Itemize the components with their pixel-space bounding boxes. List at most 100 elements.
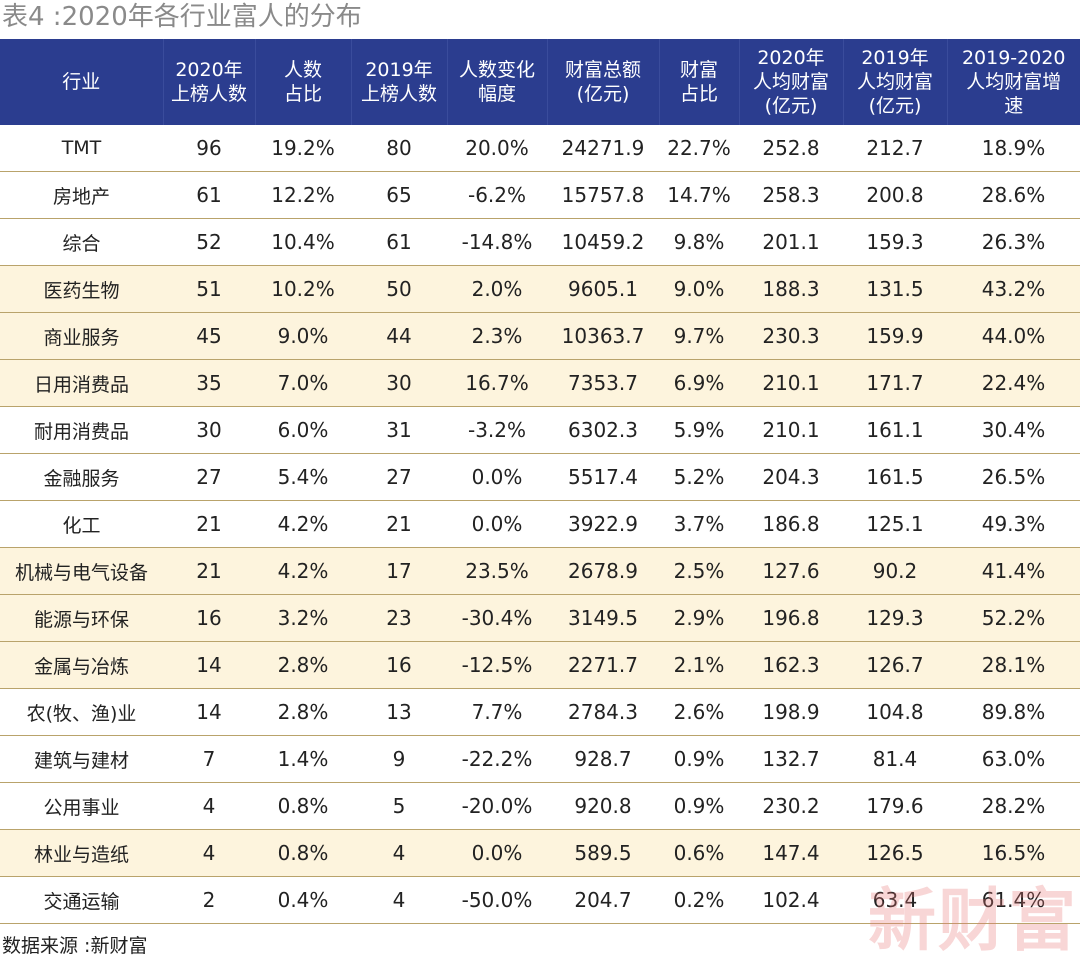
value-cell: 589.5 — [547, 829, 659, 877]
table-row: 房地产 61 12.2% 65 -6.2% 15757.8 14.7% 258.3 200.8 2… — [0, 171, 1080, 219]
table-row: 金属与冶炼 14 2.8% 16 -12.5% 2271.7 2.1% 162.3 126.7 2… — [0, 641, 1080, 689]
table-row: 公用事业 4 0.8% 5 -20.0% 920.8 0.9% 230.2 179.6 28.2% — [0, 782, 1080, 830]
table-row: 金融服务 27 5.4% 27 0.0% 5517.4 5.2% 204.3 161.5 26.5… — [0, 453, 1080, 501]
value-cell: 188.3 — [739, 265, 843, 313]
value-cell: -50.0% — [447, 876, 547, 924]
industry-cell: 农(牧、渔)业 — [0, 688, 163, 736]
value-cell: 22.4% — [947, 359, 1080, 407]
industry-cell: 林业与造纸 — [0, 829, 163, 877]
value-cell: 63.0% — [947, 735, 1080, 783]
value-cell: 61.4% — [947, 876, 1080, 924]
value-cell: 186.8 — [739, 500, 843, 548]
value-cell: 18.9% — [947, 125, 1080, 172]
value-cell: 6.9% — [659, 359, 739, 407]
value-cell: 7.7% — [447, 688, 547, 736]
value-cell: 52 — [163, 218, 255, 266]
value-cell: 44.0% — [947, 312, 1080, 360]
value-cell: 41.4% — [947, 547, 1080, 595]
value-cell: 126.5 — [843, 829, 947, 877]
value-cell: 0.2% — [659, 876, 739, 924]
value-cell: 258.3 — [739, 171, 843, 219]
value-cell: 7 — [163, 735, 255, 783]
value-cell: 81.4 — [843, 735, 947, 783]
table-row: 耐用消费品 30 6.0% 31 -3.2% 6302.3 5.9% 210.1 161.1 30… — [0, 406, 1080, 454]
value-cell: 928.7 — [547, 735, 659, 783]
value-cell: 2.6% — [659, 688, 739, 736]
value-cell: 6.0% — [255, 406, 351, 454]
value-cell: 65 — [351, 171, 447, 219]
value-cell: 0.0% — [447, 829, 547, 877]
value-cell: 13 — [351, 688, 447, 736]
value-cell: -6.2% — [447, 171, 547, 219]
value-cell: 132.7 — [739, 735, 843, 783]
table-row: 交通运输 2 0.4% 4 -50.0% 204.7 0.2% 102.4 63.4 61.4% — [0, 876, 1080, 924]
value-cell: 159.3 — [843, 218, 947, 266]
value-cell: 131.5 — [843, 265, 947, 313]
column-header: 2020年 人均财富 (亿元) — [739, 39, 844, 125]
data-source-note: 数据来源 :新财富 — [2, 935, 148, 957]
value-cell: 5517.4 — [547, 453, 659, 501]
industry-cell: 化工 — [0, 500, 163, 548]
value-cell: 23.5% — [447, 547, 547, 595]
value-cell: 104.8 — [843, 688, 947, 736]
value-cell: 127.6 — [739, 547, 843, 595]
value-cell: 204.3 — [739, 453, 843, 501]
value-cell: 35 — [163, 359, 255, 407]
value-cell: 2.3% — [447, 312, 547, 360]
value-cell: 7.0% — [255, 359, 351, 407]
value-cell: 4 — [351, 876, 447, 924]
value-cell: 2.8% — [255, 641, 351, 689]
value-cell: 52.2% — [947, 594, 1080, 642]
industry-cell: 商业服务 — [0, 312, 163, 360]
value-cell: 161.1 — [843, 406, 947, 454]
table-row: 能源与环保 16 3.2% 23 -30.4% 3149.5 2.9% 196.8 129.3 5… — [0, 594, 1080, 642]
value-cell: 129.3 — [843, 594, 947, 642]
column-header: 人数 占比 — [255, 39, 352, 125]
value-cell: 3.7% — [659, 500, 739, 548]
value-cell: 50 — [351, 265, 447, 313]
value-cell: 26.3% — [947, 218, 1080, 266]
value-cell: 17 — [351, 547, 447, 595]
value-cell: 44 — [351, 312, 447, 360]
value-cell: 51 — [163, 265, 255, 313]
value-cell: 204.7 — [547, 876, 659, 924]
industry-cell: 交通运输 — [0, 876, 163, 924]
value-cell: 0.6% — [659, 829, 739, 877]
value-cell: 2678.9 — [547, 547, 659, 595]
value-cell: 4 — [351, 829, 447, 877]
value-cell: -22.2% — [447, 735, 547, 783]
value-cell: 2271.7 — [547, 641, 659, 689]
value-cell: 9.0% — [255, 312, 351, 360]
industry-cell: 公用事业 — [0, 782, 163, 830]
industry-cell: 建筑与建材 — [0, 735, 163, 783]
value-cell: 9.8% — [659, 218, 739, 266]
value-cell: 198.9 — [739, 688, 843, 736]
value-cell: 5.4% — [255, 453, 351, 501]
table-row: 商业服务 45 9.0% 44 2.3% 10363.7 9.7% 230.3 159.9 44.… — [0, 312, 1080, 360]
value-cell: 0.4% — [255, 876, 351, 924]
column-header: 财富 占比 — [659, 39, 740, 125]
column-header: 行业 — [0, 39, 164, 125]
value-cell: 16.7% — [447, 359, 547, 407]
value-cell: 26.5% — [947, 453, 1080, 501]
column-header: 2020年 上榜人数 — [163, 39, 256, 125]
value-cell: 0.9% — [659, 782, 739, 830]
value-cell: 89.8% — [947, 688, 1080, 736]
value-cell: 16.5% — [947, 829, 1080, 877]
value-cell: 31 — [351, 406, 447, 454]
value-cell: 45 — [163, 312, 255, 360]
column-header: 2019年 上榜人数 — [351, 39, 448, 125]
industry-wealth-table: 行业 2020年 上榜人数 人数 占比 2019年 上榜人数 人数变化 幅度 财富总额 (亿元) 财富… — [0, 39, 1080, 924]
value-cell: 9.0% — [659, 265, 739, 313]
value-cell: 2 — [163, 876, 255, 924]
table-row: 机械与电气设备 21 4.2% 17 23.5% 2678.9 2.5% 127.6 90.2 4… — [0, 547, 1080, 595]
value-cell: 61 — [163, 171, 255, 219]
value-cell: 63.4 — [843, 876, 947, 924]
industry-cell: 金融服务 — [0, 453, 163, 501]
value-cell: 4.2% — [255, 500, 351, 548]
value-cell: 14 — [163, 641, 255, 689]
value-cell: 920.8 — [547, 782, 659, 830]
value-cell: 196.8 — [739, 594, 843, 642]
value-cell: 15757.8 — [547, 171, 659, 219]
industry-cell: 金属与冶炼 — [0, 641, 163, 689]
